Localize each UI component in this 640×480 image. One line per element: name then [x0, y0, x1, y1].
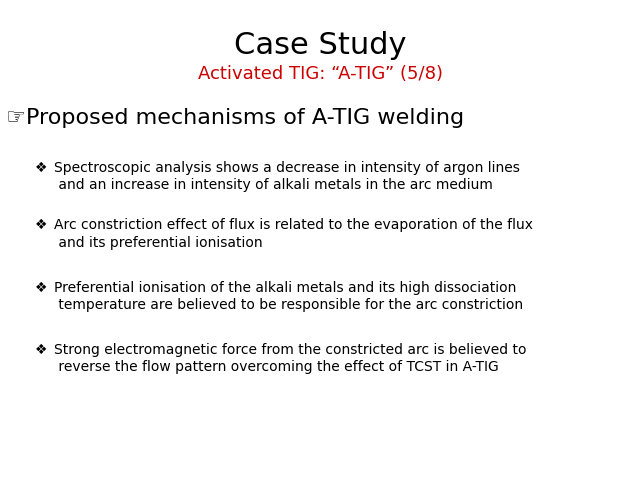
Text: Case Study: Case Study	[234, 31, 406, 60]
Text: Spectroscopic analysis shows a decrease in intensity of argon lines
 and an incr: Spectroscopic analysis shows a decrease …	[54, 161, 520, 192]
Text: ❖: ❖	[35, 161, 48, 175]
Text: ❖: ❖	[35, 218, 48, 232]
Text: Strong electromagnetic force from the constricted arc is believed to
 reverse th: Strong electromagnetic force from the co…	[54, 343, 527, 374]
Text: Activated TIG: “A-TIG” (5/8): Activated TIG: “A-TIG” (5/8)	[198, 65, 442, 83]
Text: ☞Proposed mechanisms of A-TIG welding: ☞Proposed mechanisms of A-TIG welding	[6, 108, 465, 128]
Text: Preferential ionisation of the alkali metals and its high dissociation
 temperat: Preferential ionisation of the alkali me…	[54, 281, 524, 312]
Text: ❖: ❖	[35, 281, 48, 295]
Text: ❖: ❖	[35, 343, 48, 357]
Text: Arc constriction effect of flux is related to the evaporation of the flux
 and i: Arc constriction effect of flux is relat…	[54, 218, 533, 250]
